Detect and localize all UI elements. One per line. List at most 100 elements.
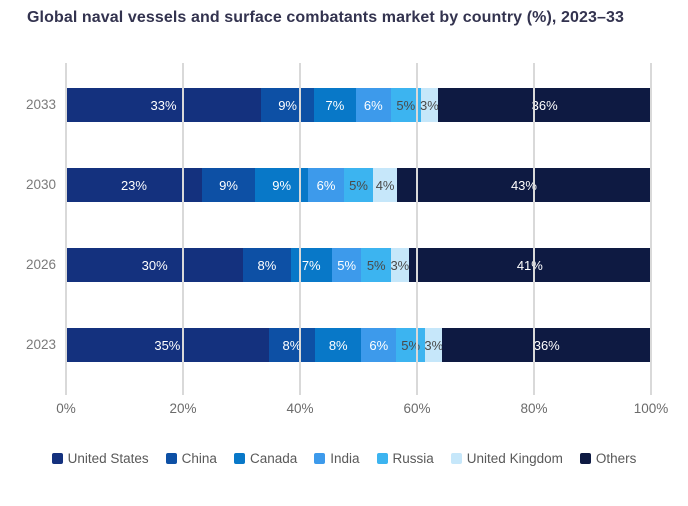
legend-item-russia[interactable]: Russia	[376, 451, 434, 466]
gridline-80pct	[533, 63, 535, 395]
legend-item-united-states[interactable]: United States	[51, 451, 149, 466]
legend-label: India	[330, 451, 360, 466]
plot-area: 33% 9% 7% 6% 5% 3% 36% 23% 9% 9% 6% 5% 4% 43% 30% 8% 7% 5…	[65, 63, 652, 395]
bar-segment-united-kingdom-2023[interactable]: 3%	[424, 328, 444, 362]
gridline-60pct	[416, 63, 418, 395]
legend-swatch-united-states	[51, 453, 63, 464]
bar-segment-label: 9%	[278, 97, 297, 113]
legend-label: Canada	[249, 451, 298, 466]
bar-segment-label: 5%	[349, 177, 368, 193]
gridline-20pct	[182, 63, 184, 395]
bar-segment-china-2030[interactable]: 9%	[201, 168, 256, 202]
x-tick-label: 40%	[286, 401, 314, 416]
bar-segment-united-states-2023[interactable]: 35%	[66, 328, 269, 362]
legend-item-united-kingdom[interactable]: United Kingdom	[450, 451, 563, 466]
bar-segment-label: 36%	[531, 97, 558, 113]
bar-segment-others-2023[interactable]: 36%	[442, 328, 651, 362]
bar-segment-label: 36%	[533, 337, 560, 353]
legend-label: Others	[595, 451, 637, 466]
gridline-0pct	[65, 63, 67, 395]
bar-segment-united-states-2026[interactable]: 30%	[66, 248, 244, 282]
bar-segment-label: 33%	[150, 97, 177, 113]
bar-segment-label: 8%	[257, 257, 277, 273]
value-axis: 0% 20% 40% 60% 80% 100%	[56, 401, 668, 419]
legend-label: United Kingdom	[466, 451, 563, 466]
bar-row-2030: 23% 9% 9% 6% 5% 4% 43%	[66, 168, 652, 202]
bar-segment-india-2033[interactable]: 6%	[355, 88, 391, 122]
legend-swatch-india	[314, 453, 326, 464]
bar-segment-russia-2023[interactable]: 5%	[396, 328, 426, 362]
bar-segment-canada-2023[interactable]: 8%	[315, 328, 362, 362]
x-tick-label: 20%	[169, 401, 197, 416]
bar-segment-united-states-2033[interactable]: 33%	[66, 88, 261, 122]
bar-row-2033: 33% 9% 7% 6% 5% 3% 36%	[66, 88, 652, 122]
bar-segment-india-2026[interactable]: 5%	[331, 248, 362, 282]
bar-row-2023: 35% 8% 8% 6% 5% 3% 36%	[66, 328, 651, 362]
legend-item-china[interactable]: China	[165, 451, 217, 466]
y-tick-label-2030: 2030	[25, 177, 56, 192]
legend-item-india[interactable]: India	[314, 451, 360, 466]
bar-segment-label: 4%	[375, 177, 395, 193]
bar-segment-russia-2030[interactable]: 5%	[343, 168, 374, 202]
bar-segment-china-2033[interactable]: 9%	[261, 88, 315, 122]
legend-swatch-others	[579, 453, 591, 464]
legend-swatch-russia	[376, 453, 388, 464]
bar-segment-india-2030[interactable]: 6%	[308, 168, 344, 202]
bar-segment-label: 9%	[272, 177, 292, 193]
gridline-40pct	[299, 63, 301, 395]
bar-segment-label: 8%	[328, 337, 348, 353]
legend-item-canada[interactable]: Canada	[233, 451, 298, 466]
bar-segment-united-states-2030[interactable]: 23%	[66, 168, 202, 202]
bar-segment-label: 6%	[369, 337, 389, 353]
bar-segment-label: 5%	[366, 257, 386, 273]
bar-segment-label: 30%	[141, 257, 168, 273]
legend-item-others[interactable]: Others	[579, 451, 637, 466]
y-tick-label-2026: 2026	[25, 257, 56, 272]
bar-segment-china-2023[interactable]: 8%	[268, 328, 316, 362]
bar-segment-united-kingdom-2030[interactable]: 4%	[373, 168, 397, 202]
bar-segment-label: 7%	[325, 97, 345, 113]
legend-swatch-united-kingdom	[450, 453, 462, 464]
y-tick-label-2023: 2023	[25, 337, 56, 352]
bar-segment-label: 8%	[282, 337, 302, 353]
y-tick-label-2033: 2033	[25, 97, 56, 112]
x-tick-label: 0%	[56, 401, 76, 416]
bar-segment-label: 6%	[363, 97, 383, 113]
legend-swatch-china	[165, 453, 177, 464]
bar-segment-label: 9%	[219, 177, 238, 193]
bar-segment-label: 35%	[154, 337, 181, 353]
chart-title: Global naval vessels and surface combata…	[27, 9, 624, 26]
bar-segment-others-2033[interactable]: 36%	[438, 88, 652, 122]
x-tick-label: 100%	[633, 401, 669, 416]
bar-segment-label: 23%	[120, 177, 147, 193]
bar-segment-label: 41%	[516, 257, 543, 273]
bar-segment-label: 6%	[316, 177, 336, 193]
bar-segment-india-2023[interactable]: 6%	[361, 328, 397, 362]
bar-row-2026: 30% 8% 7% 5% 5% 3% 41%	[66, 248, 651, 282]
legend-label: United States	[67, 451, 149, 466]
x-tick-label: 80%	[520, 401, 548, 416]
bar-segment-label: 5%	[337, 257, 357, 273]
bar-segment-label: 43%	[510, 177, 537, 193]
bar-segment-canada-2033[interactable]: 7%	[314, 88, 356, 122]
bar-segment-united-kingdom-2026[interactable]: 3%	[390, 248, 410, 282]
legend-label: China	[181, 451, 217, 466]
bar-segment-label: 3%	[390, 257, 410, 273]
bar-segment-china-2026[interactable]: 8%	[243, 248, 291, 282]
legend: United States China Canada India Russia Unite…	[0, 451, 688, 466]
legend-label: Russia	[392, 451, 434, 466]
bar-segment-others-2030[interactable]: 43%	[396, 168, 652, 202]
gridline-100pct	[650, 63, 652, 395]
bar-segment-russia-2033[interactable]: 5%	[391, 88, 421, 122]
legend-swatch-canada	[233, 453, 245, 464]
bar-segment-label: 7%	[301, 257, 321, 273]
bar-segment-label: 3%	[424, 337, 444, 353]
bar-segment-canada-2026[interactable]: 7%	[290, 248, 332, 282]
bar-segment-united-kingdom-2033[interactable]: 3%	[420, 88, 439, 122]
bar-segment-label: 5%	[396, 97, 416, 113]
bar-segment-others-2026[interactable]: 41%	[408, 248, 651, 282]
bar-segment-russia-2026[interactable]: 5%	[361, 248, 391, 282]
x-tick-label: 60%	[403, 401, 431, 416]
bar-segment-label: 5%	[401, 337, 421, 353]
